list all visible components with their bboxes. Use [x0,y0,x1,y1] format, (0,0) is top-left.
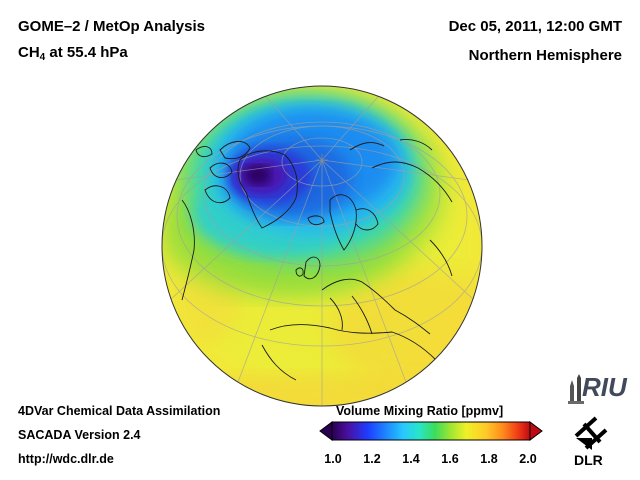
dlr-logo: DLR [566,414,626,474]
riu-tower-icon [568,374,584,404]
colorbar-gradient [331,421,531,441]
dlr-logo-text: DLR [574,452,603,468]
colorbar-tick-label: 1.8 [480,452,498,466]
dlr-emblem-icon [574,416,608,450]
north-pole-marker [316,154,328,166]
coastlines [181,139,453,381]
footer-url: http://wdc.dlr.de [18,452,114,466]
footer-line-2: SACADA Version 2.4 [18,428,141,442]
species-main: CH [18,44,40,61]
footer-line-1: 4DVar Chemical Data Assimilation [18,404,221,418]
colorbar-tick-label: 1.2 [363,452,381,466]
colorbar-tick-label: 1.4 [402,452,420,466]
species-label: CH4 at 55.4 hPa [18,44,128,67]
region-label: Northern Hemisphere [468,47,622,64]
colorbar-low-arrow [319,421,333,441]
colorbar [319,421,543,441]
datetime-label: Dec 05, 2011, 12:00 GMT [448,18,622,35]
riu-logo: RIU [566,372,628,404]
globe-outline [161,85,483,407]
graticule [162,89,482,406]
colorbar-tick-label: 1.0 [324,452,342,466]
globe-field [162,86,482,406]
colorbar-tick-label: 1.6 [441,452,459,466]
colorbar-title: Volume Mixing Ratio [ppmv] [336,404,504,418]
riu-logo-text: RIU [582,372,627,402]
species-subscript: 4 [39,52,46,63]
product-title: GOME–2 / MetOp Analysis [18,18,205,35]
colorbar-high-arrow [529,421,543,441]
species-level: at 55.4 hPa [45,44,128,61]
colorbar-tick-label: 2.0 [519,452,537,466]
